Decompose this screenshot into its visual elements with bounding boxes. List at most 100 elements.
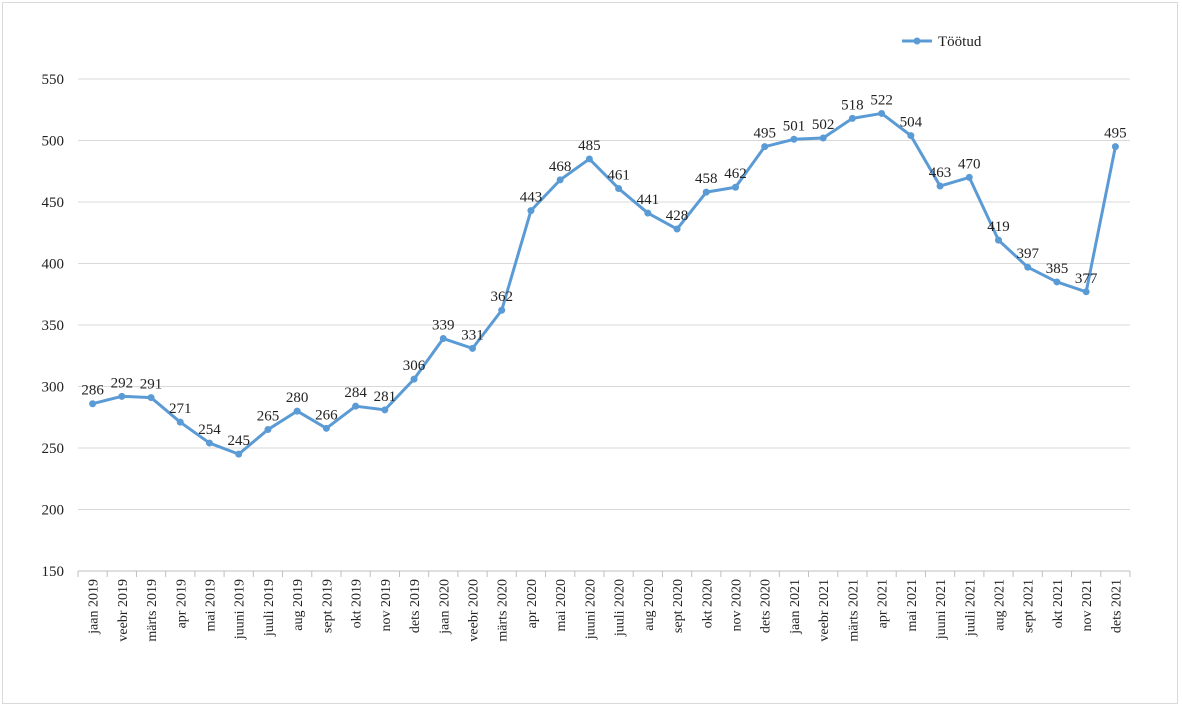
data-label: 495 [753, 126, 776, 142]
data-label: 485 [578, 138, 601, 154]
legend-point-marker [913, 37, 921, 45]
x-tick-label: okt 2020 [700, 579, 715, 628]
data-point [206, 439, 213, 447]
x-tick-label: märts 2020 [496, 579, 511, 642]
x-tick-label: juuni 2020 [583, 579, 598, 640]
y-tick-label: 300 [42, 380, 65, 396]
data-label: 518 [841, 97, 864, 113]
x-tick-label: juuni 2019 [233, 579, 248, 640]
x-tick-label: apr 2021 [876, 579, 891, 628]
x-tick-label: veebr 2020 [467, 579, 482, 642]
data-point [118, 392, 126, 400]
legend-label: Töötud [938, 34, 982, 50]
x-axis: jaan 2019 veebr 2019 märts 2019 apr 2019 mai… [77, 570, 1131, 642]
data-label: 470 [958, 156, 981, 172]
data-point [819, 134, 827, 142]
x-tick-label: jaan 2021 [788, 579, 803, 635]
data-label: 441 [637, 192, 660, 208]
data-point [878, 109, 886, 117]
data-point [1111, 143, 1119, 151]
data-label: 281 [374, 389, 397, 405]
x-tick-label: nov 2019 [379, 579, 394, 632]
data-label: 463 [929, 165, 952, 181]
data-point [995, 236, 1002, 244]
x-tick-label: aug 2019 [291, 579, 306, 631]
data-label: 306 [403, 358, 426, 374]
data-point [1053, 278, 1061, 286]
x-tick-label: mai 2019 [204, 579, 219, 632]
data-label: 254 [198, 422, 221, 438]
data-point [732, 183, 739, 191]
data-point [235, 450, 243, 458]
data-point [293, 407, 301, 415]
data-label: 501 [783, 118, 806, 134]
y-tick-label: 250 [42, 441, 65, 457]
x-tick-label: juuli 2020 [613, 579, 628, 637]
data-point [89, 400, 97, 408]
x-tick-label: juuli 2019 [262, 579, 277, 637]
data-label: 495 [1104, 126, 1127, 142]
data-point [176, 418, 184, 426]
data-point [761, 143, 769, 151]
x-tick-label: jaan 2020 [437, 579, 452, 635]
y-tick-label: 450 [42, 195, 65, 211]
data-label: 419 [987, 219, 1010, 235]
x-tick-label: aug 2020 [642, 579, 657, 631]
data-point [936, 182, 944, 190]
data-label: 443 [520, 190, 543, 206]
x-tick-label: okt 2019 [350, 579, 365, 628]
x-tick-label: okt 2021 [1051, 579, 1066, 628]
data-label: 292 [111, 375, 134, 391]
y-axis-ticks: 150 200 250 300 350 400 450 500 550 [42, 72, 65, 580]
data-label: 502 [812, 117, 835, 133]
gridlines [78, 78, 1130, 510]
data-point [615, 184, 623, 192]
x-tick-label: dets 2021 [1109, 579, 1124, 633]
data-point [790, 135, 798, 143]
x-tick-label: mai 2021 [905, 579, 920, 632]
data-label: 280 [286, 390, 309, 406]
data-label: 339 [432, 318, 455, 334]
series-layer [89, 109, 1119, 458]
data-point [556, 176, 564, 184]
data-label: 271 [169, 401, 192, 417]
data-label: 397 [1016, 246, 1039, 262]
data-point [439, 335, 447, 343]
data-point [1082, 288, 1090, 296]
y-tick-label: 150 [42, 564, 65, 580]
data-label: 522 [870, 92, 893, 108]
data-label: 284 [344, 385, 367, 401]
x-tick-label: aug 2021 [993, 579, 1008, 631]
data-label: 504 [900, 115, 923, 131]
data-point [702, 188, 710, 196]
x-tick-label: sept 2019 [320, 579, 335, 633]
x-tick-label: veebr 2021 [817, 579, 832, 642]
y-tick-label: 400 [42, 257, 65, 273]
x-tick-label: sept 2021 [1022, 579, 1037, 633]
data-label: 428 [666, 208, 689, 224]
data-label: 286 [81, 383, 104, 399]
data-point [147, 394, 155, 402]
x-tick-label: juuni 2021 [934, 579, 949, 640]
data-label: 458 [695, 171, 718, 187]
data-point [644, 209, 652, 217]
data-point [527, 207, 535, 215]
series-line-tootud [91, 111, 1117, 456]
data-point [848, 114, 856, 122]
data-labels: 286 292 291 271 254 245 265 280 266 284 281 306 339 3… [81, 92, 1126, 449]
data-point [907, 132, 915, 140]
x-tick-label: apr 2020 [525, 579, 540, 628]
data-point [264, 426, 272, 434]
data-point [498, 306, 506, 314]
data-label: 245 [227, 433, 250, 449]
x-tick-label: jaan 2019 [87, 579, 102, 635]
data-point [965, 173, 973, 181]
data-label: 461 [607, 167, 630, 183]
x-tick-label: nov 2020 [730, 579, 745, 632]
data-label: 377 [1075, 271, 1098, 287]
x-tick-label: märts 2019 [145, 579, 160, 642]
data-label: 331 [461, 327, 484, 343]
y-tick-label: 550 [42, 72, 65, 88]
data-label: 266 [315, 407, 338, 423]
x-tick-label: mai 2020 [554, 579, 569, 632]
